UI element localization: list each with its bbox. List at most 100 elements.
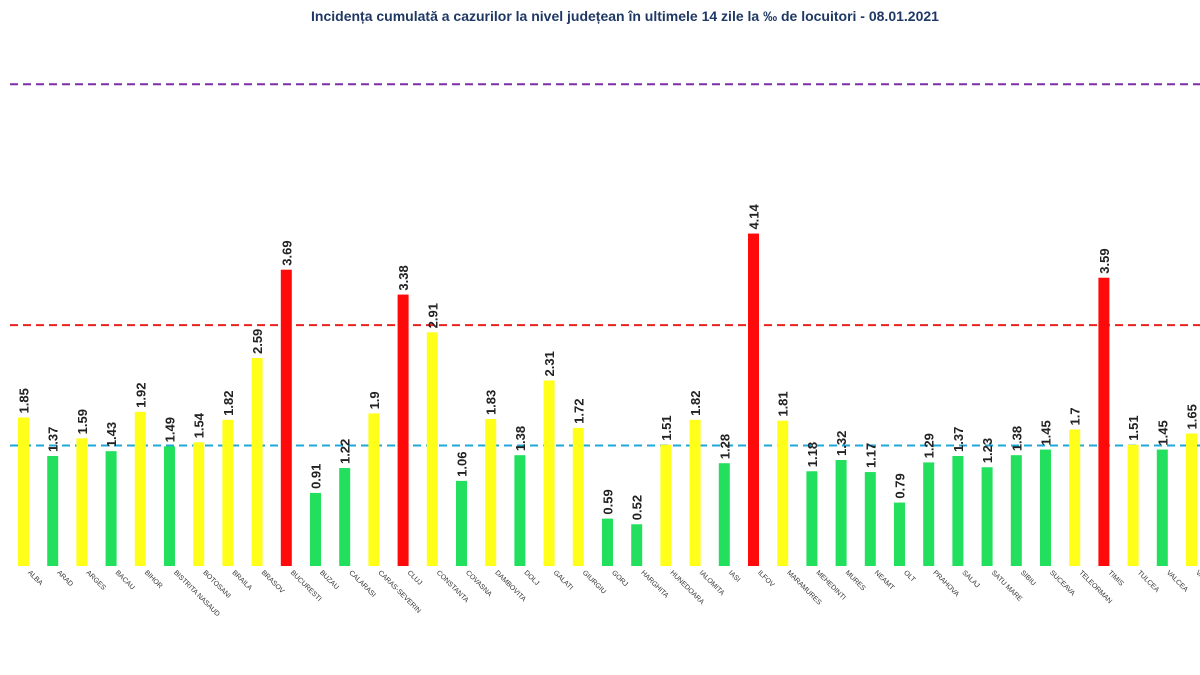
bar-timis bbox=[1098, 277, 1110, 566]
value-label: 1.06 bbox=[455, 452, 470, 477]
bar-brasov bbox=[251, 358, 263, 566]
value-label: 1.38 bbox=[1009, 426, 1024, 451]
value-label: 1.83 bbox=[484, 390, 499, 415]
value-label: 1.59 bbox=[75, 409, 90, 434]
value-label: 0.59 bbox=[601, 489, 616, 514]
value-label: 1.23 bbox=[980, 438, 995, 463]
bar-salaj bbox=[952, 455, 964, 566]
value-label: 1.54 bbox=[192, 412, 207, 438]
value-label: 1.81 bbox=[776, 391, 791, 416]
value-label: 2.31 bbox=[542, 351, 557, 376]
category-label: DAMBOVITA bbox=[493, 569, 527, 603]
category-label: MURES bbox=[844, 569, 867, 592]
bar-valcea bbox=[1156, 449, 1168, 566]
category-label: ARGES bbox=[84, 569, 107, 592]
value-label: 1.22 bbox=[338, 439, 353, 464]
bar-gorj bbox=[602, 518, 613, 566]
bar-covasna bbox=[456, 480, 467, 566]
value-label: 1.51 bbox=[1126, 415, 1141, 440]
value-label: 4.14 bbox=[747, 203, 762, 229]
category-label: ALBA bbox=[26, 569, 44, 587]
category-label: BOTOSANI bbox=[201, 569, 231, 599]
value-label: 1.72 bbox=[571, 399, 586, 424]
bar-arad bbox=[47, 455, 59, 566]
bar-olt bbox=[894, 502, 905, 566]
bar-bistrita-nasaud bbox=[164, 446, 175, 566]
category-label: TULCEA bbox=[1136, 569, 1161, 594]
category-label: ILFOV bbox=[756, 569, 775, 588]
value-label: 0.91 bbox=[309, 464, 324, 489]
bar-bacau bbox=[105, 451, 117, 566]
category-label: COVASNA bbox=[464, 569, 493, 598]
value-label: 1.37 bbox=[46, 427, 61, 452]
category-label: ARAD bbox=[55, 569, 74, 588]
category-label: SIBIU bbox=[1019, 569, 1037, 587]
category-label: PRAHOVA bbox=[931, 569, 960, 598]
category-label: BACAU bbox=[114, 569, 136, 591]
bar-tulcea bbox=[1127, 444, 1139, 566]
category-label: TIMIS bbox=[1106, 569, 1124, 587]
category-label: CLUJ bbox=[406, 569, 423, 586]
bar-vaslui bbox=[1186, 433, 1197, 566]
bar-botosani bbox=[193, 442, 205, 566]
bar-arges bbox=[76, 438, 88, 566]
value-label: 1.45 bbox=[1155, 420, 1170, 445]
category-label: IALOMITA bbox=[698, 569, 726, 597]
value-label: 1.85 bbox=[17, 388, 32, 413]
value-label: 1.82 bbox=[221, 391, 236, 416]
bar-mehedinti bbox=[806, 471, 818, 566]
category-label: IASI bbox=[727, 569, 741, 583]
bars-group bbox=[18, 233, 1197, 567]
value-label: 1.45 bbox=[1039, 420, 1054, 445]
value-label: 2.91 bbox=[425, 303, 440, 328]
value-label: 0.79 bbox=[893, 473, 908, 498]
value-label: 0.52 bbox=[630, 495, 645, 520]
bar-buzau bbox=[310, 492, 321, 566]
bar-braila bbox=[222, 419, 234, 566]
category-label: BUZAU bbox=[318, 569, 340, 591]
bar-dolj bbox=[514, 455, 526, 566]
value-label: 1.43 bbox=[104, 422, 119, 447]
bar-calarasi bbox=[339, 468, 351, 566]
category-label: SATU MARE bbox=[990, 569, 1024, 603]
value-label: 1.82 bbox=[688, 391, 703, 416]
chart-title: Incidența cumulată a cazurilor la nivel … bbox=[311, 8, 939, 24]
value-label: 1.37 bbox=[951, 427, 966, 452]
value-label: 1.17 bbox=[863, 443, 878, 468]
value-label: 1.32 bbox=[834, 431, 849, 456]
category-label: BRAILA bbox=[230, 569, 253, 592]
bar-alba bbox=[18, 417, 29, 566]
threshold-lines bbox=[10, 83, 1200, 447]
bar-bucuresti bbox=[280, 269, 292, 566]
bar-bihor bbox=[134, 411, 146, 566]
bar-prahova bbox=[923, 462, 935, 566]
value-label: 1.7 bbox=[1068, 407, 1083, 425]
value-label: 1.28 bbox=[717, 434, 732, 459]
category-label: GORJ bbox=[610, 569, 629, 588]
bar-satu-mare bbox=[981, 467, 993, 566]
value-label: 1.18 bbox=[805, 442, 820, 467]
value-label: 2.59 bbox=[250, 329, 265, 354]
category-label: HARGHITA bbox=[639, 569, 669, 599]
bar-galati bbox=[543, 380, 555, 566]
value-label: 1.38 bbox=[513, 426, 528, 451]
bar-mures bbox=[835, 460, 847, 566]
value-label: 1.29 bbox=[922, 433, 937, 458]
bar-ialomita bbox=[689, 419, 701, 566]
value-label: 1.92 bbox=[133, 383, 148, 408]
bar-constanta bbox=[426, 332, 438, 566]
value-label: 1.49 bbox=[163, 417, 178, 442]
value-label: 3.69 bbox=[279, 240, 294, 265]
category-label: BUCURESTI bbox=[289, 569, 323, 603]
bar-giurgiu bbox=[572, 427, 584, 566]
category-label: OLT bbox=[902, 569, 917, 584]
bar-hunedoara bbox=[660, 444, 672, 566]
bar-neamt bbox=[864, 472, 876, 566]
bar-caras-severin bbox=[368, 413, 380, 566]
bar-dambovita bbox=[485, 419, 497, 566]
category-label: CALARASI bbox=[347, 569, 376, 598]
bar-teleorman bbox=[1069, 429, 1081, 566]
bar-iasi bbox=[718, 463, 730, 566]
value-labels-group: 1.85 1.37 1.59 1.43 1.92 1.49 1.54 1.82 2.59 3.69… bbox=[17, 203, 1200, 520]
